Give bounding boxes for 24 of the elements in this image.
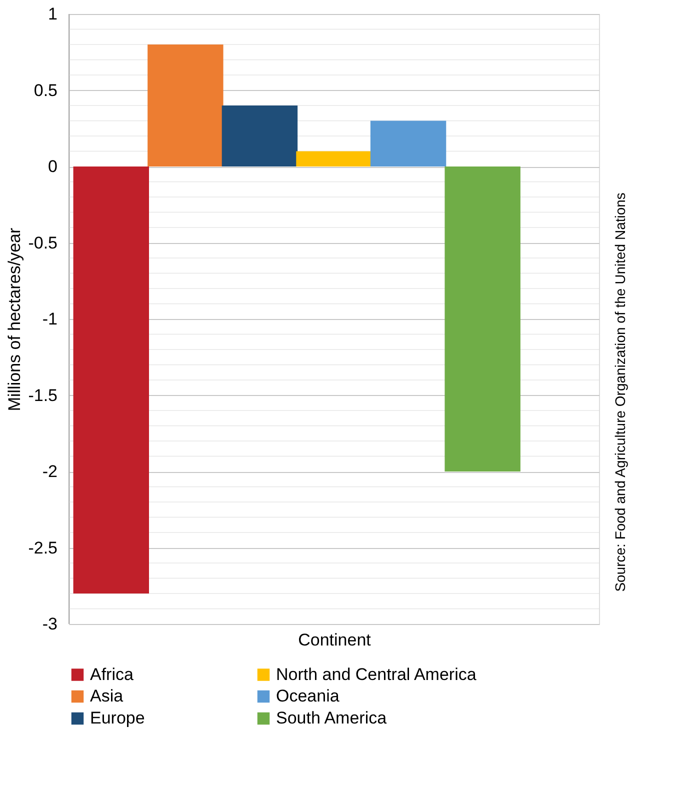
y-tick-label: 1 [48,4,58,24]
bar [222,106,298,166]
legend-label: South America [276,708,388,728]
bar [296,151,372,166]
bar [370,120,446,166]
bar [148,44,224,166]
legend-label: North and Central America [276,664,477,684]
y-axis-title: Millions of hectares/year [5,228,24,412]
legend-label: Europe [90,708,145,728]
y-tick-label: -2.5 [28,538,58,558]
legend-label: Oceania [276,686,340,706]
y-tick-label: -0.5 [28,233,58,252]
legend-label: Asia [90,686,124,706]
y-tick-label: -1 [42,310,58,328]
x-axis-title: Continent [298,630,372,650]
bar [444,166,520,472]
y-tick-label: 0.5 [34,80,58,100]
y-tick-label: -2 [42,462,58,481]
bar [73,166,149,594]
legend-label: Africa [90,664,134,684]
y-tick-label: -3 [42,614,58,634]
y-tick-label: 0 [48,157,58,176]
source-note: Source: Food and Agriculture Organization of the United Nations [612,192,628,592]
y-tick-label: -1.5 [28,386,58,405]
